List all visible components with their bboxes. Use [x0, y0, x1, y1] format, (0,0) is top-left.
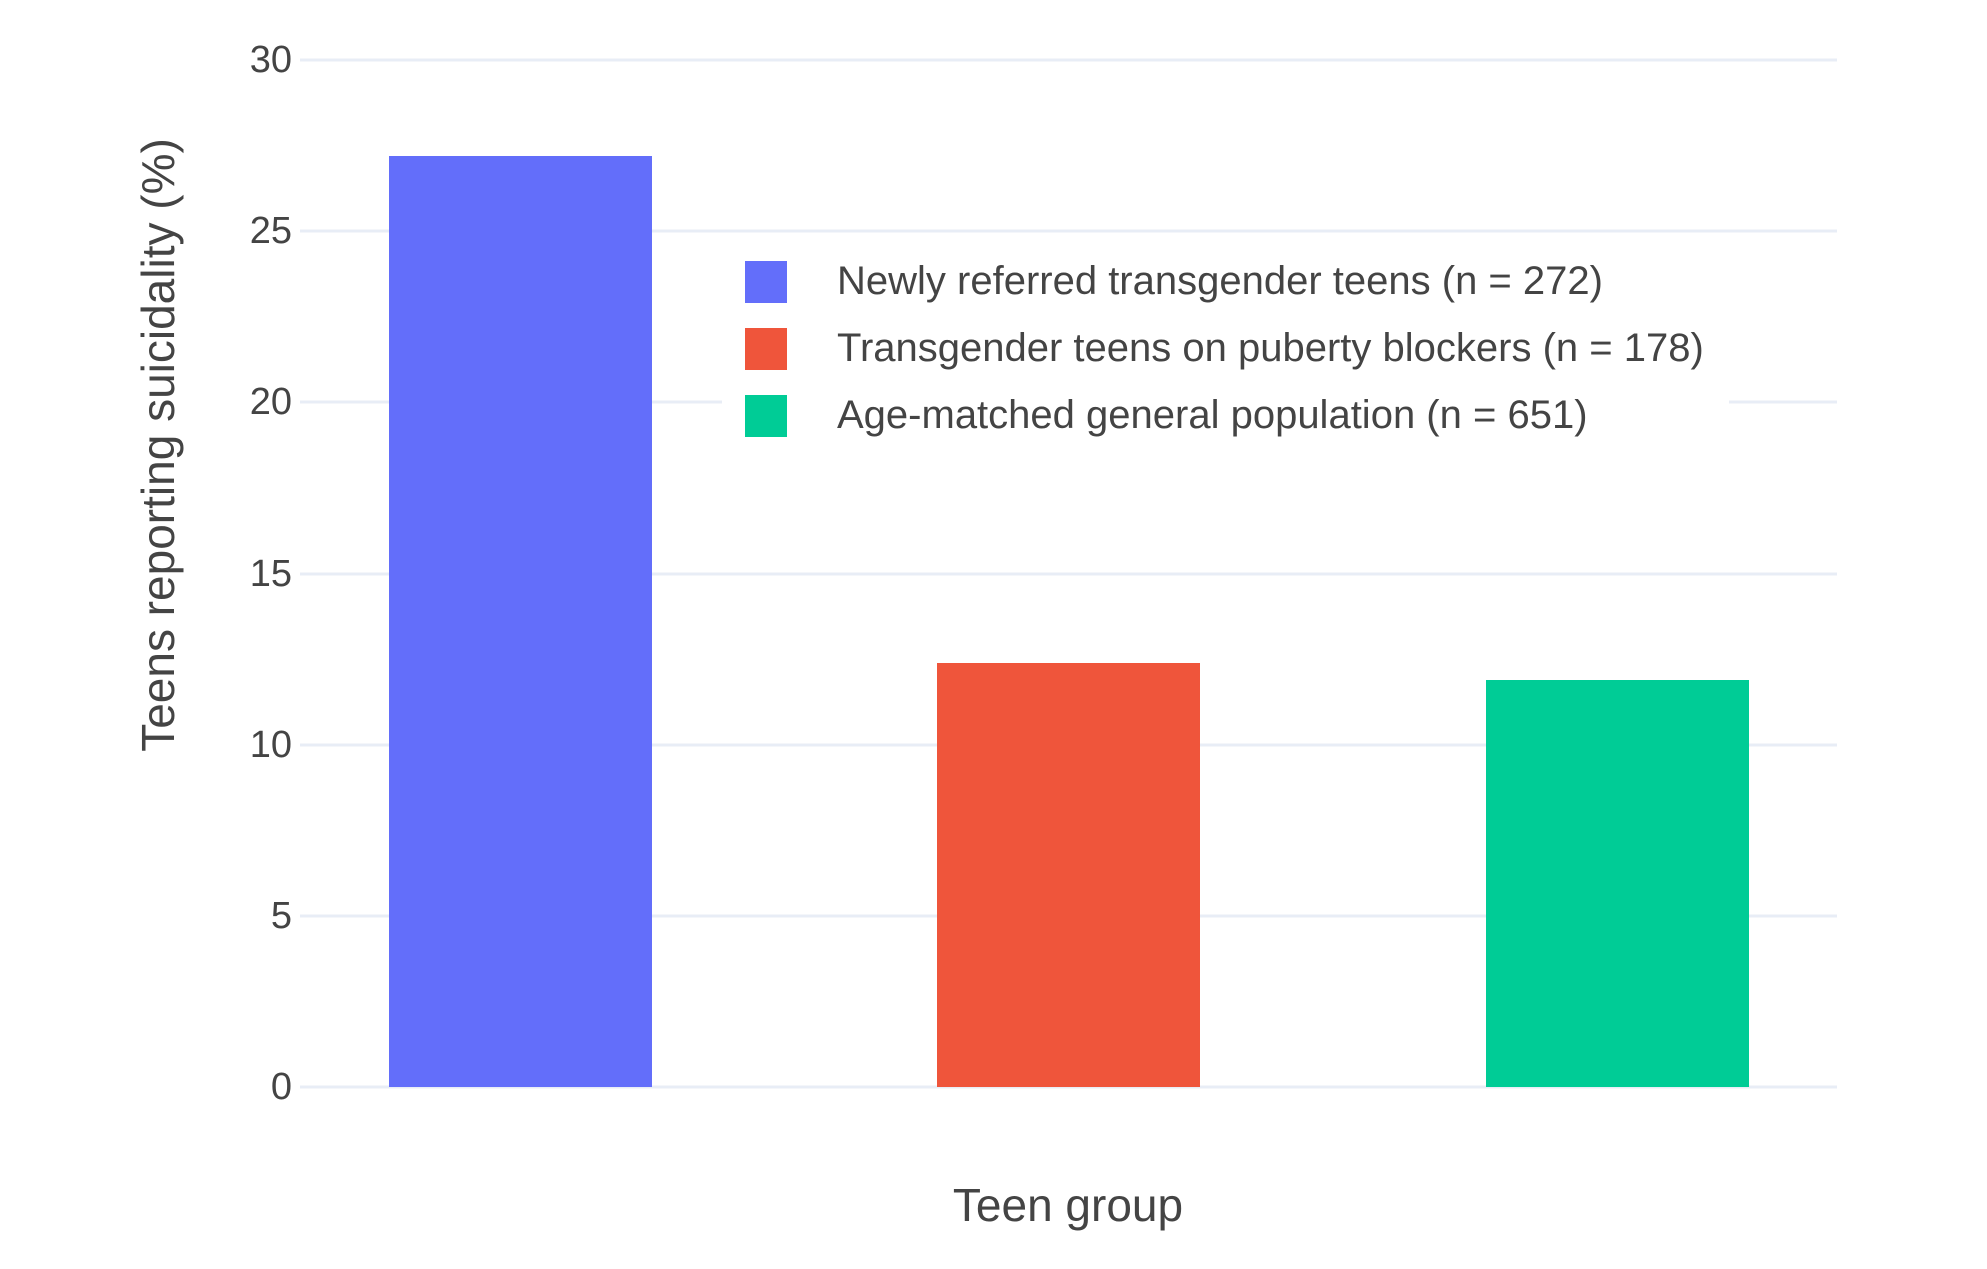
y-axis-tick-labels: 0 5 10 15 20 25 30 — [0, 41, 292, 1106]
bar-transgender-teens-on-puberty-blockers — [937, 663, 1200, 1087]
plot-area — [300, 58, 1837, 1089]
legend-item-transgender-teens-on-puberty-blockers[interactable]: Transgender teens on puberty blockers (n… — [745, 315, 1704, 382]
x-axis-title: Teen group — [952, 1179, 1184, 1231]
gridline-y-15 — [300, 572, 1837, 575]
legend-item-newly-referred-transgender-teens[interactable]: Newly referred transgender teens (n = 27… — [745, 248, 1704, 315]
gridline-y-30 — [300, 58, 1837, 62]
legend-swatch-icon — [745, 394, 787, 437]
legend-label: Transgender teens on puberty blockers (n… — [837, 326, 1704, 370]
bar-newly-referred-transgender-teens — [389, 156, 652, 1087]
y-tick-label-25: 25 — [249, 210, 292, 253]
zero-line — [300, 1085, 1837, 1089]
legend-label: Newly referred transgender teens (n = 27… — [837, 259, 1603, 303]
y-tick-label-0: 0 — [270, 1066, 292, 1108]
y-tick-label-15: 15 — [249, 552, 292, 595]
legend-swatch-icon — [745, 260, 787, 303]
gridline-y-25 — [300, 229, 1837, 233]
y-tick-label-20: 20 — [249, 381, 292, 424]
y-tick-label-5: 5 — [270, 894, 292, 937]
legend-label: Age-matched general population (n = 651) — [837, 393, 1588, 437]
y-tick-label-30: 30 — [249, 39, 292, 81]
y-tick-label-10: 10 — [249, 723, 292, 766]
bar-age-matched-general-population — [1486, 680, 1749, 1087]
legend-item-age-matched-general-population[interactable]: Age-matched general population (n = 651) — [745, 382, 1704, 449]
legend-swatch-icon — [745, 327, 787, 370]
legend: Newly referred transgender teens (n = 27… — [722, 245, 1729, 457]
